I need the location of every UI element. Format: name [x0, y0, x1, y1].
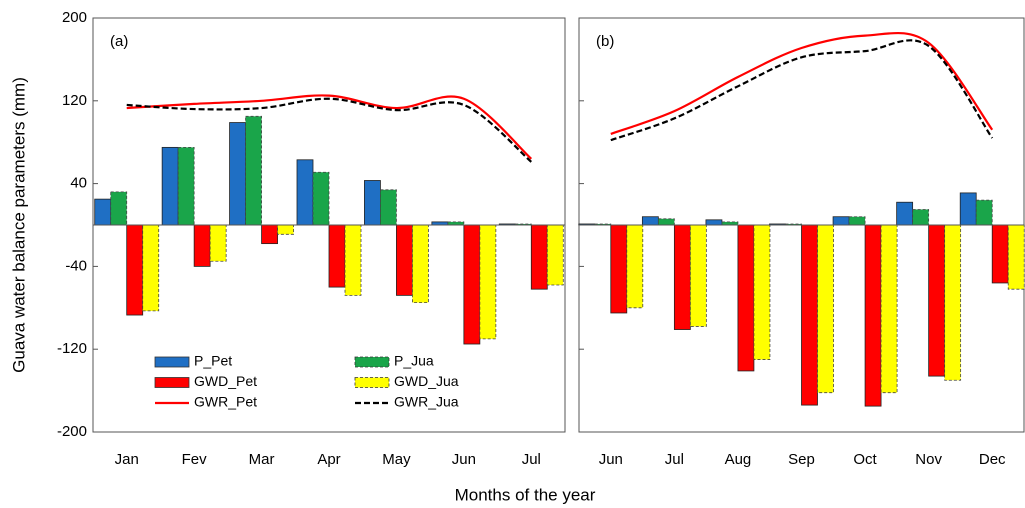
bar — [193, 224, 211, 267]
bar — [817, 224, 834, 394]
legend-label: GWR_Jua — [394, 394, 459, 410]
x-tick-label: Oct — [853, 451, 877, 468]
legend-label: P_Jua — [394, 353, 434, 369]
bar — [689, 224, 707, 327]
bar — [479, 224, 497, 340]
bar — [848, 216, 866, 226]
bar — [896, 201, 914, 226]
legend-label: P_Pet — [194, 353, 232, 369]
panel-label: (b) — [596, 33, 614, 50]
bar — [991, 224, 1009, 284]
y-tick-label: 120 — [62, 92, 87, 109]
bar — [328, 224, 346, 288]
bar — [463, 224, 481, 345]
bar — [880, 224, 898, 394]
line-series — [610, 31, 994, 135]
y-tick-label: 40 — [70, 175, 87, 192]
x-tick-label: May — [382, 451, 411, 468]
bar — [142, 224, 160, 312]
x-tick-label: Aug — [725, 451, 752, 468]
x-tick-label: Jun — [599, 451, 623, 468]
x-tick-label: Jul — [522, 451, 541, 468]
bar — [261, 224, 278, 245]
bar — [245, 115, 262, 226]
legend-swatch — [354, 377, 390, 388]
y-axis-label: Guava water balance parameters (mm) — [9, 77, 28, 373]
bar — [277, 224, 294, 235]
y-tick-label: -40 — [65, 257, 87, 274]
x-tick-label: Jun — [452, 451, 476, 468]
bar — [1007, 224, 1025, 290]
bar — [396, 224, 413, 296]
bar — [229, 122, 246, 226]
bar — [610, 224, 628, 314]
bar — [928, 224, 946, 377]
x-tick-label: Sep — [788, 451, 815, 468]
x-axis-label: Months of the year — [455, 485, 596, 504]
x-tick-label: Mar — [249, 451, 275, 468]
legend-swatch — [154, 377, 190, 388]
bar — [959, 192, 977, 226]
bar — [912, 209, 930, 226]
legend-label: GWD_Pet — [194, 373, 257, 389]
bar — [161, 146, 179, 226]
bar — [94, 198, 112, 226]
line-series — [610, 39, 994, 142]
bar — [344, 224, 362, 296]
line-series — [126, 97, 532, 163]
bar — [832, 216, 850, 226]
bar — [705, 219, 723, 226]
legend-swatch — [354, 356, 390, 368]
bar — [380, 189, 397, 226]
y-tick-label: -200 — [57, 423, 87, 440]
bar — [641, 216, 659, 226]
bar — [944, 224, 962, 381]
bar — [177, 146, 195, 226]
bar — [673, 224, 691, 330]
bar — [312, 171, 330, 226]
line-series — [126, 94, 533, 160]
bar — [209, 224, 227, 262]
x-tick-label: Jul — [665, 451, 684, 468]
x-tick-label: Apr — [317, 451, 340, 468]
x-tick-label: Jan — [115, 451, 139, 468]
legend-swatch — [154, 356, 190, 368]
y-tick-label: -120 — [57, 340, 87, 357]
bar — [753, 224, 771, 360]
bar — [737, 224, 755, 372]
bar — [126, 224, 144, 316]
bar — [626, 224, 644, 309]
bar — [657, 218, 675, 226]
x-tick-label: Nov — [915, 451, 942, 468]
bar — [412, 224, 429, 304]
y-tick-label: 200 — [62, 9, 87, 26]
legend-label: GWR_Pet — [194, 394, 257, 410]
bar — [864, 224, 882, 407]
bar — [530, 224, 548, 290]
bar — [296, 159, 314, 226]
bar — [801, 224, 818, 406]
x-tick-label: Fev — [182, 451, 208, 468]
bar — [975, 199, 993, 226]
legend-label: GWD_Jua — [394, 373, 459, 389]
bar — [364, 180, 381, 226]
x-tick-label: Dec — [979, 451, 1006, 468]
bar — [546, 224, 564, 286]
panel-label: (a) — [110, 33, 128, 50]
bar — [110, 191, 128, 226]
